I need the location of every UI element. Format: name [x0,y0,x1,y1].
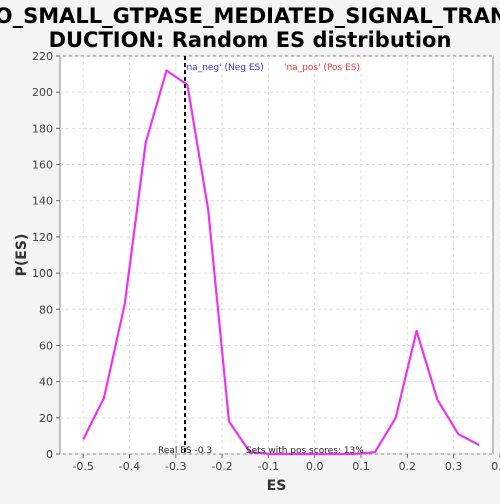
series [82,69,480,456]
y-tick-label: 0 [46,448,53,461]
real-es-label: Real ES -0.3 [158,446,212,456]
x-tick-label: 0.2 [399,460,417,473]
y-tick-label: 140 [32,195,53,208]
legend-entry: 'na_pos' (Pos ES) [284,63,360,73]
y-tick-label: 180 [32,122,53,135]
annotations: Real ES -0.3 Sets with pos scores: 13% [158,446,364,456]
x-tick-label: -0.5 [72,460,93,473]
y-tick-label: 120 [32,231,53,244]
x-tick-label: -0.3 [165,460,186,473]
x-tick-label: -0.2 [211,460,232,473]
x-tick-label: 0.3 [445,460,463,473]
y-tick-label: 200 [32,86,53,99]
x-tick-label: -0.1 [258,460,279,473]
y-axis: 0 20 40 60 80 100 120 140 160 180 200 220 [32,50,60,461]
legend-entry: 'na_neg' (Neg ES) [184,63,264,73]
y-tick-label: 160 [32,159,53,172]
y-axis-label: P(ES) [14,234,30,277]
y-tick-label: 20 [39,412,53,425]
chart-title: GO_SMALL_GTPASE_MEDIATED_SIGNAL_TRANSDUC… [0,4,500,52]
y-tick-label: 220 [32,50,53,63]
pos-scores-label: Sets with pos scores: 13% [246,446,364,456]
chart-title-line: DUCTION: Random ES distribution [49,28,452,52]
x-tick-label: 0.1 [352,460,370,473]
x-tick-label: 0.4 [491,460,500,473]
x-tick-label: 0.0 [306,460,324,473]
x-axis: -0.5 -0.4 -0.3 -0.2 -0.1 0.0 0.1 0.2 0.3 0.4 [72,454,500,473]
chart-title-line: GO_SMALL_GTPASE_MEDIATED_SIGNAL_TRANS [0,4,500,28]
plot-area [59,55,494,455]
y-tick-label: 100 [32,267,53,280]
x-tick-label: -0.4 [119,460,140,473]
y-tick-label: 80 [39,303,53,316]
series-line [82,69,480,456]
y-tick-label: 60 [39,339,53,352]
y-tick-label: 40 [39,376,53,389]
x-axis-label: ES [267,478,287,494]
legend: 'na_neg' (Neg ES) 'na_pos' (Pos ES) [184,63,360,73]
